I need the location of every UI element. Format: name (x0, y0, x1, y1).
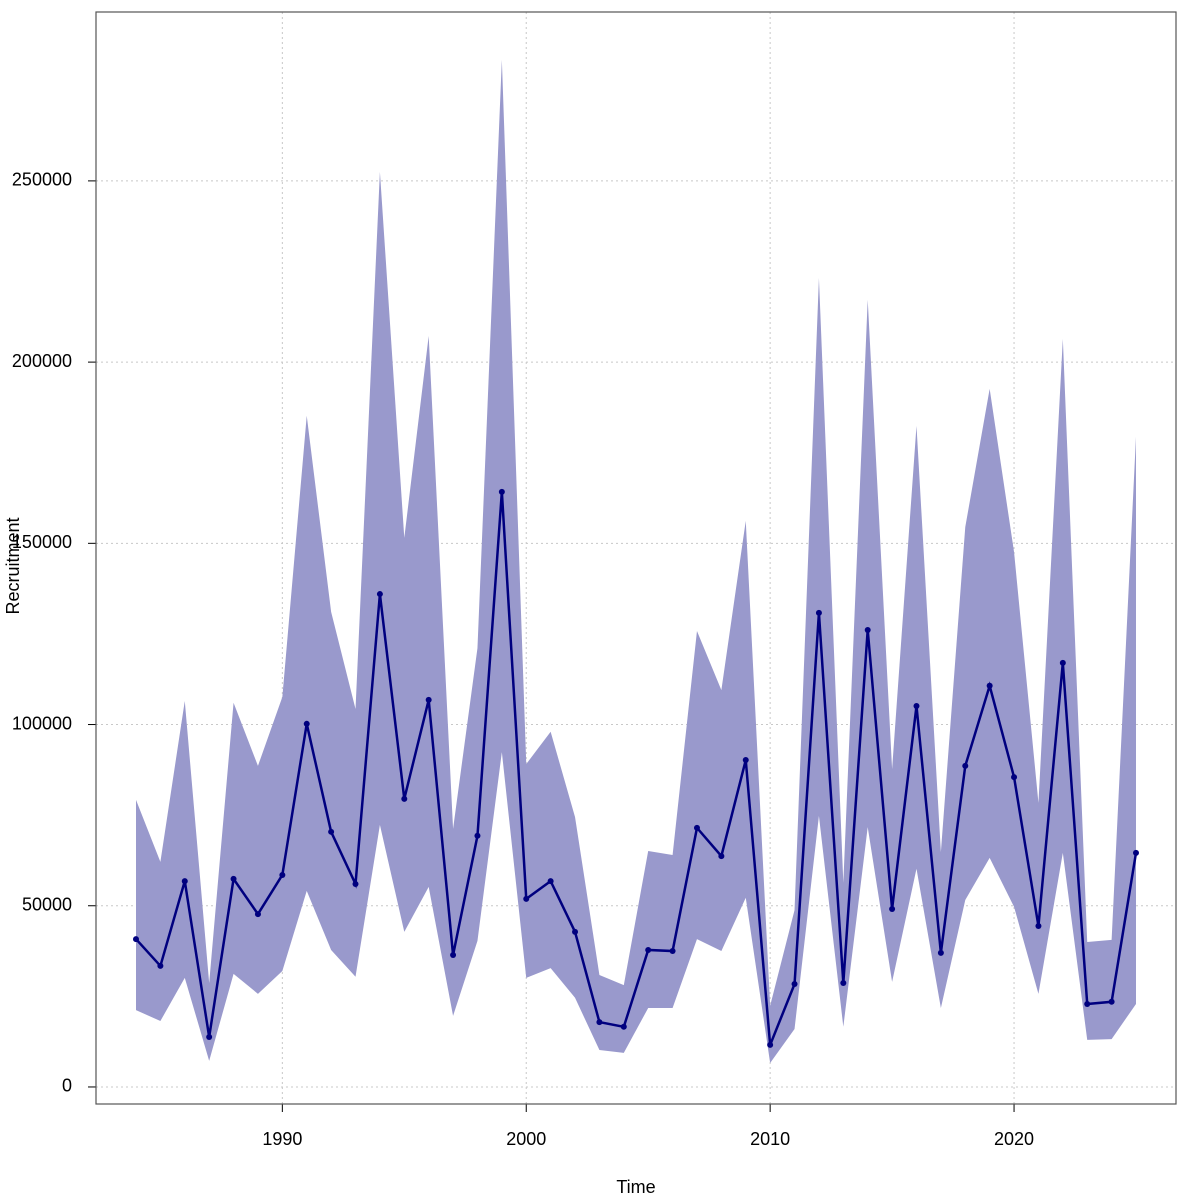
data-point (376, 591, 383, 598)
data-point (791, 981, 798, 988)
data-point (669, 948, 676, 955)
y-tick-label: 0 (62, 1076, 72, 1096)
data-point (962, 762, 969, 769)
data-point (864, 626, 871, 633)
data-point (181, 878, 188, 885)
data-point (1133, 849, 1139, 856)
data-point (206, 1033, 213, 1040)
x-tick-label: 2000 (506, 1129, 546, 1149)
data-point (157, 962, 164, 969)
data-point (474, 832, 481, 839)
confidence-band (136, 59, 1136, 1064)
data-point (352, 881, 359, 888)
data-point (767, 1041, 774, 1048)
y-tick-label: 50000 (22, 895, 72, 915)
data-point (425, 696, 432, 703)
y-tick-label: 100000 (12, 713, 72, 733)
plot-frame (95, 11, 1177, 1105)
data-point (742, 757, 749, 764)
data-point (498, 488, 505, 495)
x-axis-label: Time (616, 1177, 655, 1197)
x-tick-label: 1990 (262, 1129, 302, 1149)
data-point (986, 682, 993, 689)
x-tick-label: 2020 (994, 1129, 1034, 1149)
data-point (913, 703, 920, 710)
data-point (450, 952, 457, 959)
y-tick-label: 250000 (12, 170, 72, 190)
data-point (1035, 923, 1042, 930)
data-point (547, 878, 554, 885)
data-point (1059, 659, 1066, 666)
data-point (303, 720, 310, 727)
data-point (279, 871, 286, 878)
data-point (254, 911, 261, 918)
y-tick-label: 200000 (12, 351, 72, 371)
data-point (718, 853, 725, 860)
data-point (1011, 774, 1018, 781)
data-point (572, 928, 579, 935)
data-point (1108, 998, 1115, 1005)
data-point (596, 1019, 603, 1026)
data-point (937, 949, 944, 956)
data-point (401, 795, 408, 802)
data-point (645, 946, 652, 953)
data-point (133, 936, 139, 943)
data-point (815, 609, 822, 616)
data-point (620, 1023, 627, 1030)
y-axis-label: Recruitment (3, 517, 23, 614)
series-line (135, 491, 1138, 1046)
x-tick-label: 2010 (750, 1129, 790, 1149)
data-point (523, 895, 530, 902)
data-point (328, 828, 335, 835)
data-point (840, 979, 847, 986)
data-point (693, 824, 700, 831)
y-tick-label: 150000 (12, 532, 72, 552)
data-point (1084, 1000, 1091, 1007)
data-point (889, 906, 896, 913)
data-point (230, 875, 237, 882)
